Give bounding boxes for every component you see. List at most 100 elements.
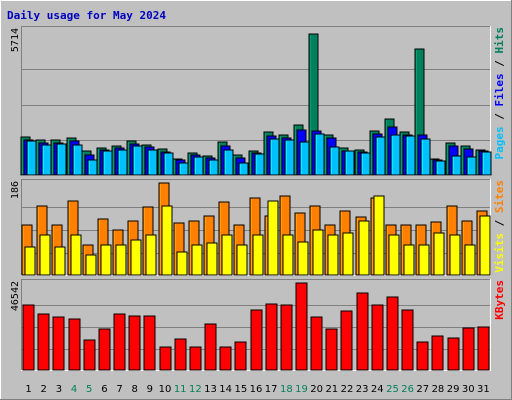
bar-pages-day-23 (360, 152, 371, 176)
bar-kbytes-day-26 (401, 309, 414, 371)
bar-pages-day-24 (375, 136, 386, 176)
bar-visits-day-31 (479, 215, 491, 276)
day-label-22: 22 (341, 384, 354, 395)
day-label-10: 10 (159, 384, 172, 395)
day-label-16: 16 (250, 384, 263, 395)
day-label-13: 13 (204, 384, 217, 395)
bar-visits-day-5 (85, 254, 97, 276)
day-label-21: 21 (325, 384, 338, 395)
bar-kbytes-day-27 (416, 341, 429, 371)
day-label-27: 27 (416, 384, 429, 395)
day-label-25: 25 (386, 384, 399, 395)
legend-visits: Visits (493, 233, 506, 273)
bar-visits-day-21 (327, 234, 339, 276)
bar-pages-day-18 (284, 139, 295, 176)
bar-visits-day-24 (373, 195, 385, 276)
day-label-24: 24 (371, 384, 384, 395)
day-label-19: 19 (295, 384, 308, 395)
bar-kbytes-day-3 (52, 316, 65, 371)
bar-kbytes-day-15 (234, 341, 247, 371)
bar-pages-day-22 (344, 150, 355, 176)
day-label-18: 18 (280, 384, 293, 395)
y-axis-labels: 5714 186 46542 (10, 28, 21, 311)
bar-pages-day-12 (193, 156, 204, 176)
bar-kbytes-day-9 (143, 315, 156, 371)
bar-pages-day-17 (269, 138, 280, 176)
legend-middle: Visits / Sites (493, 180, 506, 273)
day-label-14: 14 (219, 384, 232, 395)
day-label-28: 28 (432, 384, 445, 395)
bar-kbytes-day-18 (280, 304, 293, 371)
bar-visits-day-22 (342, 232, 354, 276)
chart-title: Daily usage for May 2024 (7, 9, 166, 22)
bar-pages-day-8 (132, 145, 143, 176)
bar-kbytes-day-23 (356, 292, 369, 371)
bar-pages-day-1 (26, 140, 37, 176)
bar-visits-day-11 (176, 251, 188, 276)
legend- /: / (493, 54, 506, 74)
day-label-8: 8 (132, 384, 138, 395)
x-axis-day-labels: 1 2 3 4 5 6 7 8 9 10 11 12 13 14 15 16 17 18 19 20 21 22 23 24 2… (25, 384, 489, 395)
bar-kbytes-day-2 (37, 313, 50, 371)
legend- /: / (493, 213, 506, 233)
legend-files: Files (493, 73, 506, 106)
bar-kbytes-day-10 (159, 346, 172, 371)
bar-kbytes-day-7 (113, 313, 126, 371)
day-label-12: 12 (189, 384, 202, 395)
legends: Pages / Files / Hits Visits / Sites KBytes (493, 27, 506, 320)
bar-pages-day-11 (178, 162, 189, 176)
day-label-29: 29 (447, 384, 460, 395)
bar-pages-day-6 (102, 150, 113, 176)
bar-visits-day-13 (206, 242, 218, 276)
bar-visits-day-3 (54, 246, 66, 276)
legend-pages: Pages (493, 126, 506, 159)
bar-visits-day-26 (403, 244, 415, 276)
bar-visits-day-2 (39, 234, 51, 276)
bar-pages-day-31 (481, 151, 492, 176)
bar-visits-day-1 (24, 246, 36, 276)
bar-visits-day-17 (267, 200, 279, 276)
bar-kbytes-day-28 (431, 335, 444, 371)
bar-kbytes-day-22 (340, 310, 353, 371)
legend-hits: Hits (493, 27, 506, 54)
bar-visits-day-16 (252, 234, 264, 276)
day-label-1: 1 (25, 384, 31, 395)
bar-kbytes-day-11 (174, 338, 187, 371)
bar-pages-day-7 (117, 149, 128, 176)
bar-visits-day-20 (312, 229, 324, 276)
day-label-4: 4 (71, 384, 77, 395)
bar-pages-day-25 (390, 134, 401, 176)
bar-visits-day-14 (221, 234, 233, 276)
day-label-3: 3 (56, 384, 62, 395)
day-label-15: 15 (234, 384, 247, 395)
bar-visits-day-7 (115, 244, 127, 276)
bar-visits-day-8 (130, 239, 142, 276)
bar-visits-day-12 (191, 244, 203, 276)
bar-pages-day-30 (466, 156, 477, 176)
bar-pages-day-9 (147, 149, 158, 176)
bar-kbytes-day-12 (189, 346, 202, 371)
bar-kbytes-day-19 (295, 282, 308, 371)
bar-visits-day-4 (70, 234, 82, 276)
day-label-7: 7 (116, 384, 122, 395)
y-max-label-middle: 186 (10, 181, 21, 199)
legend- /: / (493, 107, 506, 127)
bar-pages-day-2 (41, 144, 52, 176)
bar-visits-day-10 (161, 205, 173, 276)
bar-pages-day-10 (163, 152, 174, 176)
bar-kbytes-day-5 (83, 339, 96, 371)
bar-visits-day-28 (433, 232, 445, 276)
bar-visits-day-6 (100, 244, 112, 276)
bar-kbytes-day-17 (265, 303, 278, 371)
bar-pages-day-28 (435, 160, 446, 176)
day-label-23: 23 (356, 384, 369, 395)
day-label-31: 31 (477, 384, 490, 395)
bar-kbytes-day-4 (68, 318, 81, 371)
day-label-9: 9 (147, 384, 153, 395)
day-label-30: 30 (462, 384, 475, 395)
bar-pages-day-26 (405, 135, 416, 176)
legend-top: Pages / Files / Hits (493, 27, 506, 160)
bar-visits-day-19 (297, 241, 309, 276)
legend-kbytes: KBytes (493, 280, 506, 320)
